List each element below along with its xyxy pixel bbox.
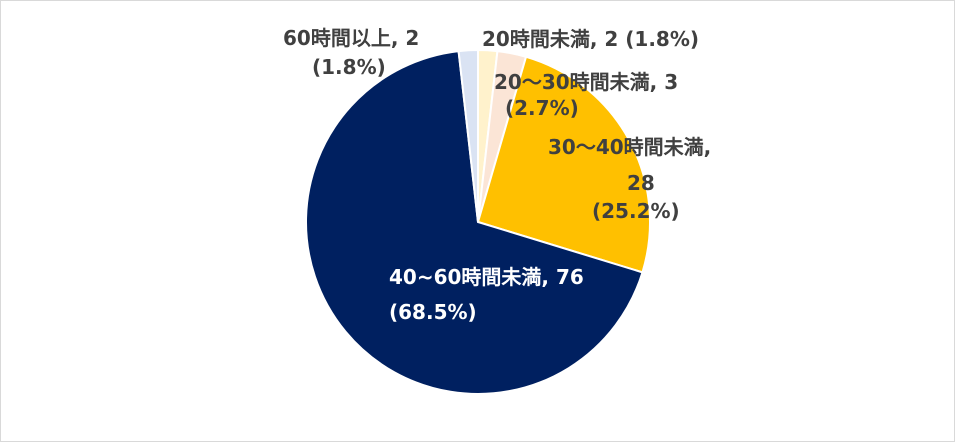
- slice-label-over-60h-line1: 60時間以上, 2: [283, 26, 419, 50]
- slice-label-30-40h-line3: (25.2%): [592, 199, 680, 223]
- slice-label-under-20h: 20時間未満, 2 (1.8%): [482, 27, 699, 51]
- slice-label-30-40h-line2: 28: [627, 171, 655, 195]
- slice-label-over-60h-line2: (1.8%): [312, 55, 386, 79]
- slice-label-40-60h-line2: (68.5%): [389, 300, 477, 324]
- slice-label-20-30h-line1: 20～30時間未満, 3: [494, 70, 678, 94]
- slice-label-30-40h-line1: 30～40時間未満,: [548, 135, 711, 159]
- slice-40-60h: [305, 49, 644, 395]
- slice-label-40-60h-line1: 40~60時間未満, 76: [389, 265, 584, 289]
- slice-label-20-30h-line2: (2.7%): [505, 96, 579, 120]
- pie-slices: [305, 48, 651, 395]
- slice-30-40h: [476, 55, 651, 274]
- slice-over-60h: [457, 48, 479, 223]
